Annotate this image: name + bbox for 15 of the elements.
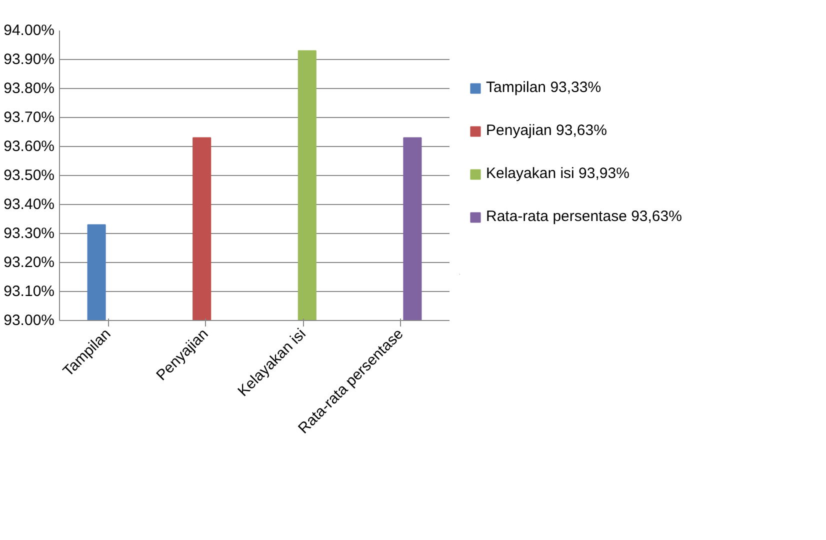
y-tick-label: 93.50% [4, 167, 54, 184]
y-tick-label: 93.90% [4, 51, 54, 68]
y-tick-label: 93.60% [4, 138, 54, 155]
y-tick-label: 93.20% [4, 254, 54, 271]
legend-label: Penyajian 93,63% [486, 122, 607, 139]
y-tick-label: 93.70% [4, 109, 54, 126]
y-tick-label: 93.80% [4, 80, 54, 97]
y-tick-label: 93.30% [4, 225, 54, 242]
y-tick-label: 93.10% [4, 283, 54, 300]
y-tick-label: 93.40% [4, 196, 54, 213]
legend-label: Rata-rata persentase 93,63% [486, 208, 682, 225]
y-tick-label: 93.00% [4, 312, 54, 329]
legend-label: Tampilan 93,33% [486, 79, 602, 96]
legend-label: Kelayakan isi 93,93% [486, 165, 630, 182]
y-tick-label: 94.00% [4, 22, 54, 39]
